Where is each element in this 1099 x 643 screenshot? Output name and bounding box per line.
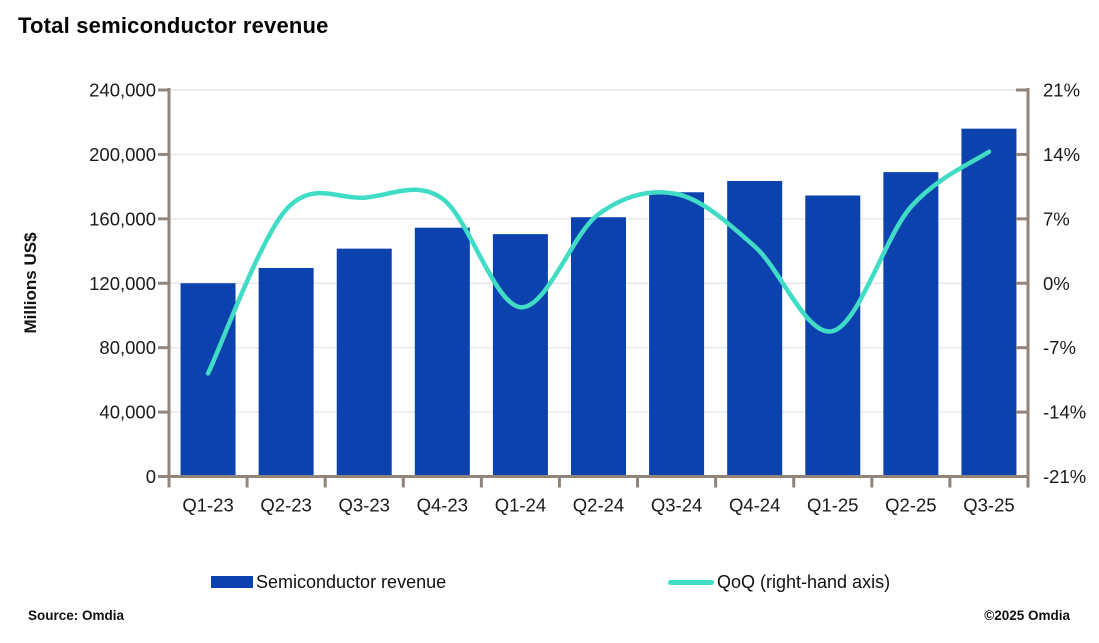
bar-Q3-24 xyxy=(649,192,705,477)
legend-line-label: QoQ (right-hand axis) xyxy=(717,571,891,592)
right-axis-tick-label: -7% xyxy=(1043,337,1076,358)
bar-Q1-23 xyxy=(180,283,236,477)
x-tick-label: Q2-23 xyxy=(260,495,311,516)
bar-Q2-25 xyxy=(883,172,939,477)
x-tick-label: Q3-23 xyxy=(339,495,390,516)
x-tick-label: Q2-24 xyxy=(573,495,624,516)
bar-Q2-24 xyxy=(571,217,626,477)
bar-Q3-25 xyxy=(961,128,1017,477)
bar-Q4-24 xyxy=(727,180,783,477)
left-axis-tick-label: 160,000 xyxy=(89,208,156,229)
right-axis-tick-label: -21% xyxy=(1043,466,1086,487)
left-axis-tick-label: 240,000 xyxy=(89,80,156,101)
left-axis-tick-label: 40,000 xyxy=(99,402,156,423)
left-axis-tick-label: 80,000 xyxy=(99,337,156,358)
chart-title: Total semiconductor revenue xyxy=(18,13,329,38)
x-tick-label: Q3-25 xyxy=(963,495,1014,516)
copyright-note: ©2025 Omdia xyxy=(984,608,1070,623)
bar-Q4-23 xyxy=(414,227,470,477)
qoq-line xyxy=(205,149,992,376)
right-axis-tick-label: 7% xyxy=(1043,208,1070,229)
bar-Q1-25 xyxy=(805,195,861,477)
left-axis-tick-label: 0 xyxy=(146,466,156,487)
plot-area: 0 40,000 80,000 120,000 160,000 200,000 240,00… xyxy=(89,80,1086,516)
legend-item-revenue: Semiconductor revenue xyxy=(211,571,447,592)
bar-Q3-23 xyxy=(336,248,392,477)
bar-Q1-24 xyxy=(492,234,548,477)
right-axis-tick-label: 14% xyxy=(1043,144,1080,165)
bar-Q2-23 xyxy=(258,267,314,477)
x-tick-label: Q1-23 xyxy=(182,495,233,516)
x-tick-label: Q2-25 xyxy=(885,495,936,516)
source-note: Source: Omdia xyxy=(28,608,125,623)
x-tick-label: Q1-25 xyxy=(807,495,858,516)
legend-item-qoq: QoQ (right-hand axis) xyxy=(668,571,891,592)
x-tick-label: Q1-24 xyxy=(495,495,546,516)
right-axis-tick-label: -14% xyxy=(1043,402,1086,423)
x-tick-label: Q3-24 xyxy=(651,495,702,516)
left-axis-tick-label: 120,000 xyxy=(89,273,156,294)
x-tick-label: Q4-24 xyxy=(729,495,780,516)
x-tick-label: Q4-23 xyxy=(417,495,468,516)
legend-bar-label: Semiconductor revenue xyxy=(256,571,447,592)
legend-line-swatch xyxy=(668,579,714,585)
right-axis-tick-label: 0% xyxy=(1043,273,1070,294)
left-axis-tick-label: 200,000 xyxy=(89,144,156,165)
right-axis-tick-label: 21% xyxy=(1043,80,1080,101)
legend-bar-swatch xyxy=(211,576,253,588)
